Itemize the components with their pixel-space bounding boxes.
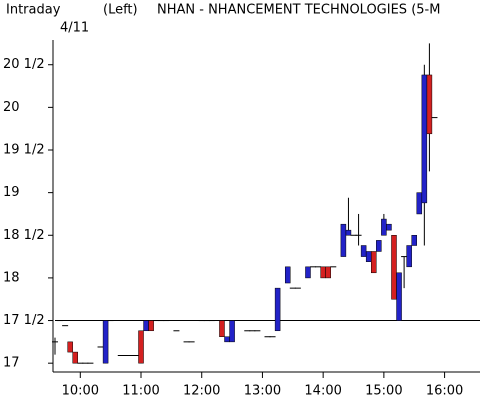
- candle-body: [376, 240, 382, 252]
- candle-body: [148, 320, 154, 332]
- candle-body: [219, 320, 225, 337]
- x-tick-label: 16:00: [426, 384, 463, 399]
- candle-body: [72, 351, 78, 364]
- candle-body: [224, 336, 230, 343]
- candle-body: [421, 74, 428, 204]
- candle-body: [360, 245, 367, 257]
- candle-body: [325, 266, 331, 279]
- candle-body: [386, 223, 392, 231]
- candle-body: [426, 74, 433, 135]
- candle-body: [102, 320, 109, 364]
- y-tick-label: 18: [3, 270, 20, 285]
- x-tick-label: 10:00: [62, 384, 99, 399]
- x-tick-label: 12:00: [183, 384, 220, 399]
- subtitle: Intraday: [6, 3, 61, 18]
- y-tick-label: 19: [3, 185, 20, 200]
- candle-body: [284, 266, 291, 284]
- candle-body: [67, 341, 73, 353]
- candle-body: [320, 266, 326, 279]
- candle-body: [406, 245, 412, 268]
- candle-body: [381, 218, 387, 236]
- date: 4/11: [60, 21, 89, 36]
- candle-body: [371, 251, 377, 274]
- axis-side: (Left): [103, 3, 138, 18]
- candle-body: [396, 272, 402, 321]
- candle-body: [365, 251, 372, 262]
- x-tick-label: 11:00: [122, 384, 159, 399]
- y-tick-label: 17: [3, 356, 20, 371]
- y-tick-label: 20 1/2: [3, 57, 45, 72]
- x-tick-label: 14:00: [304, 384, 341, 399]
- candle-body: [138, 330, 144, 364]
- candle-body: [274, 287, 281, 332]
- y-tick-label: 19 1/2: [3, 143, 45, 158]
- candle-body: [345, 229, 352, 236]
- y-tick-label: 17 1/2: [3, 313, 45, 328]
- x-tick-label: 13:00: [244, 384, 281, 399]
- x-tick-label: 15:00: [365, 384, 402, 399]
- chart-title: NHAN - NHANCEMENT TECHNOLOGIES (5-M: [157, 3, 440, 18]
- candle-body: [340, 223, 347, 257]
- y-tick-label: 18 1/2: [3, 228, 45, 243]
- candle-body: [411, 235, 417, 246]
- candle-body: [391, 235, 397, 300]
- y-tick-label: 20: [3, 100, 20, 115]
- candle-body: [143, 320, 149, 332]
- candle-body: [229, 320, 235, 343]
- candle-body: [305, 266, 311, 279]
- candle-body: [416, 192, 423, 215]
